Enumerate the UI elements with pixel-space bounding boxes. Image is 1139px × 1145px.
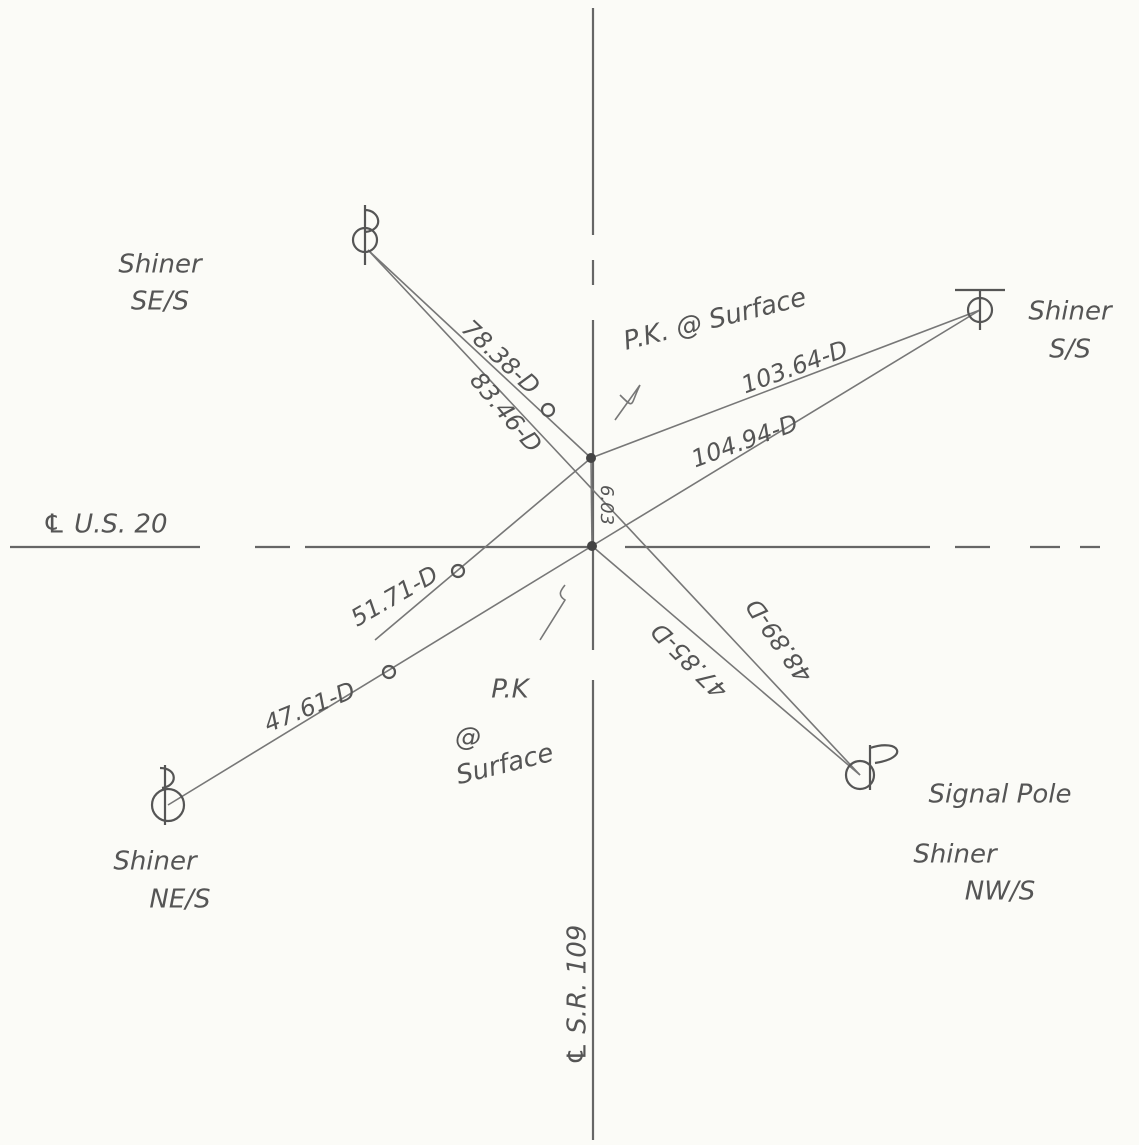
node-name: Shiner <box>118 250 204 280</box>
road-label: ℄ S.R. 109 <box>563 925 593 1066</box>
node-designation: NE/S <box>149 885 210 915</box>
survey-diagram: ℄ U.S. 20 ℄ S.R. 109 Shiner SE/S Shiner … <box>0 0 1139 1145</box>
node-name: @ <box>455 723 481 753</box>
pk-upper <box>586 453 596 463</box>
node-name: Shiner <box>1028 297 1114 327</box>
road-label: ℄ U.S. 20 <box>43 510 168 540</box>
node-name: Shiner <box>913 840 999 870</box>
node-name: P.K <box>491 675 530 705</box>
node-designation: NW/S <box>965 877 1035 907</box>
distance: 47.61-D <box>260 676 359 738</box>
distance: 6.03 <box>596 485 617 525</box>
distance: 103.64-D <box>738 335 852 399</box>
pk-arrow <box>615 385 640 420</box>
node-name: Signal Pole <box>929 780 1072 810</box>
pk-arrow <box>540 585 565 640</box>
node-designation: SE/S <box>131 287 189 317</box>
distance: 48.89-D <box>740 593 818 688</box>
distance: 104.94-D <box>688 409 802 473</box>
pk-lower <box>587 541 597 551</box>
node-name: P.K. @ Surface <box>620 282 809 356</box>
node-name: Shiner <box>113 847 199 877</box>
distance: 51.71-D <box>346 560 443 632</box>
node-designation: S/S <box>1049 335 1091 365</box>
